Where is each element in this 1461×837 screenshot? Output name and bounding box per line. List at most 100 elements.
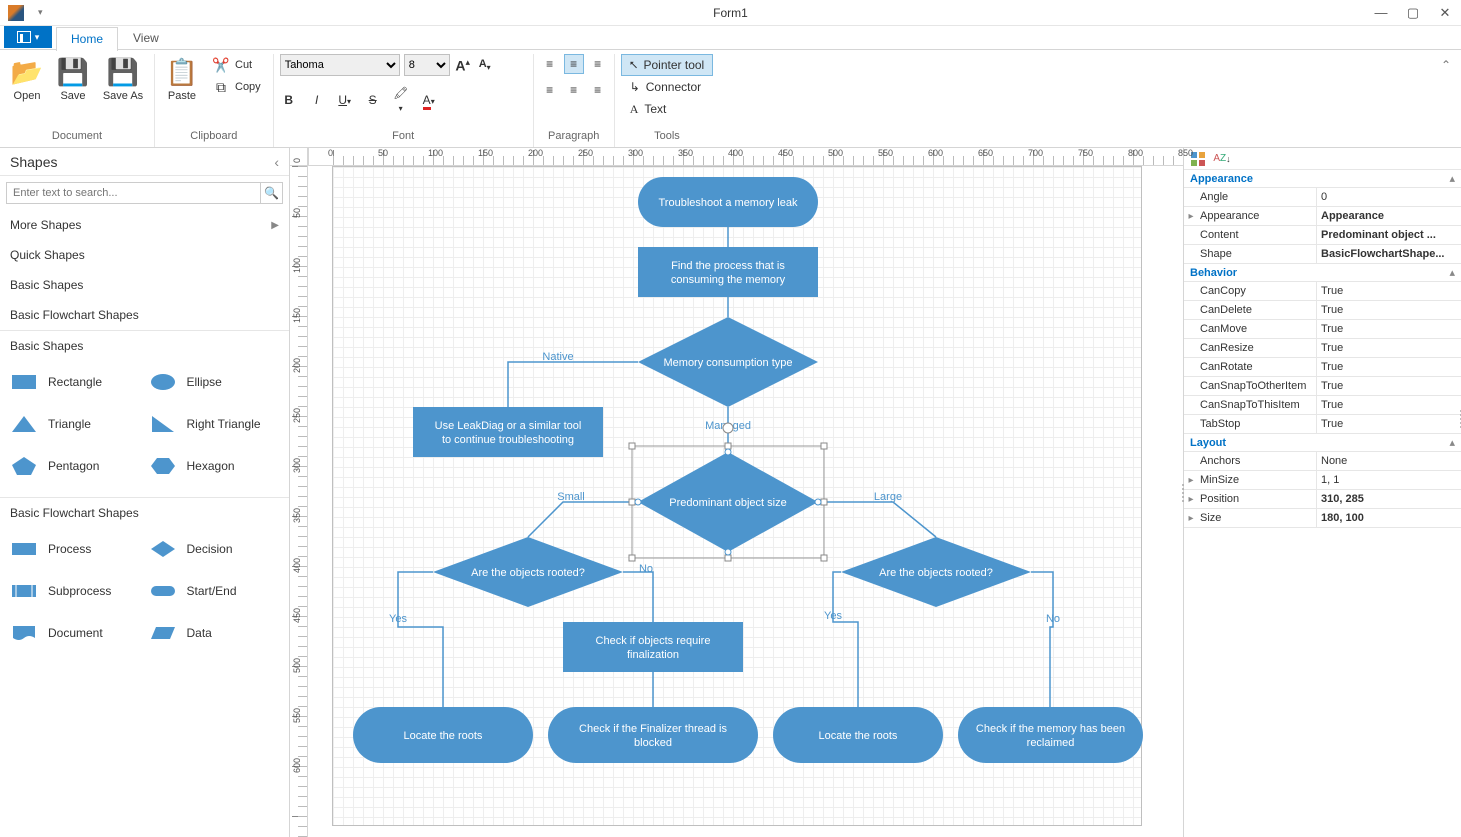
tab-view[interactable]: View (118, 26, 174, 50)
font-family-select[interactable]: Tahoma (280, 54, 400, 76)
prop-row[interactable]: CanDeleteTrue (1184, 301, 1461, 320)
align-top-right-button[interactable]: ≡ (588, 54, 608, 74)
cut-button[interactable]: ✂️Cut (207, 54, 267, 76)
prop-row[interactable]: ShapeBasicFlowchartShape... (1184, 245, 1461, 264)
align-top-center-button[interactable]: ≡ (564, 54, 584, 74)
prop-row[interactable]: TabStopTrue (1184, 415, 1461, 434)
shapes-search-input[interactable] (6, 182, 261, 204)
text-tool-button[interactable]: AText (621, 98, 714, 120)
shape-item[interactable]: Process (6, 528, 145, 570)
ribbon-tabs: ▾ Home View (0, 26, 1461, 50)
canvas-area: 0501001502002503003504004505005506006507… (290, 148, 1183, 837)
align-mid-left-button[interactable]: ≡ (540, 80, 560, 100)
vertical-ruler: 050100150200250300350400450500550600 (290, 166, 308, 837)
prop-row[interactable]: ▸AppearanceAppearance (1184, 207, 1461, 226)
shapes-collapse-button[interactable]: ‹ (274, 154, 279, 170)
bold-button[interactable]: B (280, 93, 298, 107)
prop-row[interactable]: CanSnapToThisItemTrue (1184, 396, 1461, 415)
shape-item[interactable]: Decision (145, 528, 284, 570)
group-label-document: Document (6, 129, 148, 145)
prop-row[interactable]: ▸Position310, 285 (1184, 490, 1461, 509)
prop-row[interactable]: CanRotateTrue (1184, 358, 1461, 377)
svg-text:to continue troubleshooting: to continue troubleshooting (442, 434, 574, 446)
prop-row[interactable]: ContentPredominant object ... (1184, 226, 1461, 245)
shape-item[interactable]: Subprocess (6, 570, 145, 612)
maximize-button[interactable]: ▢ (1397, 0, 1429, 26)
group-label-tools: Tools (621, 129, 714, 145)
app-icon (8, 5, 24, 21)
save-button[interactable]: 💾Save (52, 54, 94, 104)
strike-button[interactable]: S (364, 93, 382, 107)
shape-item[interactable]: Right Triangle (145, 403, 284, 445)
shape-label: Pentagon (48, 459, 99, 473)
prop-category[interactable]: Layout▴ (1184, 434, 1461, 452)
shapes-panel: Shapes ‹ 🔍 More Shapes▶ Quick Shapes Bas… (0, 148, 290, 837)
align-mid-right-button[interactable]: ≡ (588, 80, 608, 100)
copy-button[interactable]: ⧉Copy (207, 76, 267, 98)
file-app-button[interactable]: ▾ (4, 26, 52, 48)
shape-item[interactable]: Triangle (6, 403, 145, 445)
prop-row[interactable]: CanSnapToOtherItemTrue (1184, 377, 1461, 396)
connector-tool-button[interactable]: ↳Connector (621, 76, 714, 98)
shapes-cat-basic[interactable]: Basic Shapes (0, 270, 289, 300)
panel-splitter-right[interactable] (1180, 484, 1186, 502)
font-color-button[interactable]: A▾ (420, 93, 438, 107)
shapes-cat-flow[interactable]: Basic Flowchart Shapes (0, 300, 289, 330)
underline-button[interactable]: U▾ (336, 93, 354, 107)
prop-row[interactable]: CanCopyTrue (1184, 282, 1461, 301)
shape-item[interactable]: Ellipse (145, 361, 284, 403)
svg-text:consuming the memory: consuming the memory (671, 274, 786, 286)
canvas[interactable]: NativeManagedSmallLargeNoYesYesNoTrouble… (308, 166, 1183, 837)
prop-row[interactable]: Angle0 (1184, 188, 1461, 207)
shape-item[interactable]: Document (6, 612, 145, 654)
shape-item[interactable]: Hexagon (145, 445, 284, 487)
svg-text:Troubleshoot a memory leak: Troubleshoot a memory leak (659, 197, 798, 209)
grow-font-button[interactable]: A▴ (454, 57, 472, 74)
prop-category[interactable]: Appearance▴ (1184, 170, 1461, 188)
copy-icon: ⧉ (213, 79, 229, 95)
alphabetical-icon[interactable]: AZ↓ (1214, 151, 1230, 167)
align-top-left-button[interactable]: ≡ (540, 54, 560, 74)
open-button[interactable]: 📂Open (6, 54, 48, 104)
save-as-button[interactable]: 💾Save As (98, 54, 148, 104)
prop-row[interactable]: CanResizeTrue (1184, 339, 1461, 358)
svg-text:Use LeakDiag or a similar tool: Use LeakDiag or a similar tool (435, 420, 582, 432)
diagram-page[interactable]: NativeManagedSmallLargeNoYesYesNoTrouble… (332, 166, 1142, 826)
ribbon: 📂Open 💾Save 💾Save As Document 📋Paste ✂️C… (0, 50, 1461, 148)
prop-category[interactable]: Behavior▴ (1184, 264, 1461, 282)
close-button[interactable]: ✕ (1429, 0, 1461, 26)
svg-text:Large: Large (874, 491, 902, 503)
highlight-button[interactable]: 🖍▾ (392, 86, 410, 114)
shape-label: Data (187, 626, 212, 640)
shapes-search-button[interactable]: 🔍 (261, 182, 283, 204)
svg-text:Memory consumption type: Memory consumption type (664, 357, 793, 369)
ribbon-collapse-button[interactable]: ⌃ (1431, 54, 1461, 147)
shapes-group-flow-title: Basic Flowchart Shapes (0, 498, 289, 524)
qat-dropdown-icon[interactable]: ▾ (38, 7, 43, 18)
shrink-font-button[interactable]: A▾ (476, 58, 494, 72)
shape-item[interactable]: Rectangle (6, 361, 145, 403)
svg-text:Check if objects require: Check if objects require (596, 635, 711, 647)
paste-icon: 📋 (166, 56, 198, 88)
minimize-button[interactable]: — (1365, 0, 1397, 26)
shape-label: Decision (187, 542, 233, 556)
italic-button[interactable]: I (308, 93, 326, 107)
save-icon: 💾 (57, 56, 89, 88)
shape-item[interactable]: Start/End (145, 570, 284, 612)
font-size-select[interactable]: 8 (404, 54, 450, 76)
group-label-paragraph: Paragraph (540, 129, 608, 145)
shape-item[interactable]: Pentagon (6, 445, 145, 487)
connector-icon: ↳ (630, 80, 640, 94)
prop-row[interactable]: AnchorsNone (1184, 452, 1461, 471)
pointer-tool-button[interactable]: ⭦Pointer tool (621, 54, 714, 76)
prop-row[interactable]: ▸Size180, 100 (1184, 509, 1461, 528)
tab-home[interactable]: Home (56, 27, 118, 51)
shapes-cat-quick[interactable]: Quick Shapes (0, 240, 289, 270)
shape-item[interactable]: Data (145, 612, 284, 654)
shapes-cat-more[interactable]: More Shapes▶ (0, 210, 289, 240)
prop-row[interactable]: ▸MinSize1, 1 (1184, 471, 1461, 490)
svg-text:Check if the memory has been: Check if the memory has been (976, 723, 1125, 735)
align-mid-center-button[interactable]: ≡ (564, 80, 584, 100)
prop-row[interactable]: CanMoveTrue (1184, 320, 1461, 339)
paste-button[interactable]: 📋Paste (161, 54, 203, 104)
